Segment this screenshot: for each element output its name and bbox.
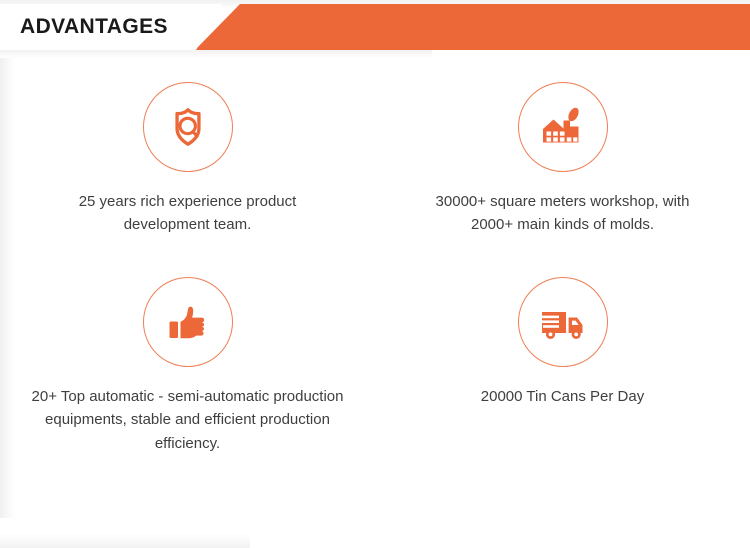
shield-quality-icon	[163, 102, 213, 152]
section-header: ADVANTAGES	[0, 4, 750, 50]
advantage-item-1: 25 years rich experience product develop…	[0, 72, 375, 267]
header-orange-banner	[195, 4, 750, 50]
delivery-truck-icon	[537, 296, 589, 348]
advantage-item-4: 20000 Tin Cans Per Day	[375, 267, 750, 462]
factory-icon	[537, 101, 589, 153]
advantage-text-1: 25 years rich experience product develop…	[78, 193, 297, 234]
icon-circle-1	[142, 82, 233, 172]
left-edge-shadow	[0, 48, 16, 518]
icon-circle-3	[142, 277, 233, 367]
page-title: ADVANTAGES	[20, 15, 168, 38]
advantages-grid: 25 years rich experience product develop…	[0, 72, 750, 462]
bottom-edge-shadow	[0, 534, 250, 548]
advantage-text-3: 20+ Top automatic - semi-automatic produ…	[31, 388, 344, 452]
advantage-text-4: 20000 Tin Cans Per Day	[480, 388, 645, 405]
header-underline-shadow	[0, 48, 432, 58]
icon-circle-2	[517, 82, 608, 172]
advantage-text-2: 30000+ square meters workshop, with 2000…	[435, 193, 690, 234]
advantage-item-2: 30000+ square meters workshop, with 2000…	[375, 72, 750, 267]
advantage-item-3: 20+ Top automatic - semi-automatic produ…	[0, 267, 375, 462]
header-white-tab	[0, 4, 222, 50]
thumbs-up-icon	[163, 297, 213, 347]
icon-circle-4	[517, 277, 608, 367]
